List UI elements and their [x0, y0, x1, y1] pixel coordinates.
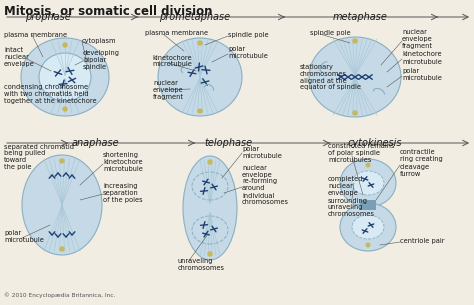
Text: plasma membrane: plasma membrane: [145, 30, 208, 36]
Text: prometaphase: prometaphase: [159, 12, 230, 22]
Text: nuclear
envelope
fragment: nuclear envelope fragment: [153, 80, 184, 100]
Text: polar
microtubule: polar microtubule: [402, 69, 442, 81]
Circle shape: [60, 159, 64, 163]
Text: unraveling
chromosomes: unraveling chromosomes: [178, 259, 225, 271]
Text: shortening
kinetochore
microtubule: shortening kinetochore microtubule: [103, 152, 143, 172]
Circle shape: [353, 111, 357, 115]
Circle shape: [366, 163, 370, 167]
Ellipse shape: [22, 155, 102, 255]
Text: intact
nuclear
envelope: intact nuclear envelope: [4, 47, 35, 67]
Circle shape: [353, 39, 357, 43]
Ellipse shape: [340, 159, 396, 207]
Text: separated chromatid
being pulled
toward
the pole: separated chromatid being pulled toward …: [4, 143, 74, 170]
Text: nuclear
envelope
fragment: nuclear envelope fragment: [402, 29, 433, 49]
Ellipse shape: [183, 156, 237, 260]
Text: stationary
chromosomes
aligned at the
equator of spindle: stationary chromosomes aligned at the eq…: [300, 63, 361, 91]
Ellipse shape: [352, 215, 384, 239]
Text: condensing chromosome
with two chromatids held
together at the kinetochore: condensing chromosome with two chromatid…: [4, 84, 97, 104]
Text: developing
bipolar
spindle: developing bipolar spindle: [83, 50, 120, 70]
Text: kinetochore
microtubule: kinetochore microtubule: [152, 55, 192, 67]
Text: increasing
separation
of the poles: increasing separation of the poles: [103, 183, 143, 203]
Ellipse shape: [340, 203, 396, 251]
Text: Mitosis, or somatic cell division: Mitosis, or somatic cell division: [4, 5, 212, 18]
Text: anaphase: anaphase: [71, 138, 119, 148]
Circle shape: [208, 160, 212, 164]
Circle shape: [63, 107, 67, 111]
Text: completed
nuclear
envelope
surrounding
unraveling
chromosomes: completed nuclear envelope surrounding u…: [328, 177, 375, 217]
Text: constricted remains
of polar spindle
microtubules: constricted remains of polar spindle mic…: [328, 143, 394, 163]
Circle shape: [208, 252, 212, 256]
Text: spindle pole: spindle pole: [310, 30, 351, 36]
Circle shape: [60, 247, 64, 251]
Circle shape: [198, 109, 202, 113]
Ellipse shape: [21, 38, 109, 116]
Text: metaphase: metaphase: [333, 12, 387, 22]
Text: telophase: telophase: [204, 138, 252, 148]
Text: cytokinesis: cytokinesis: [348, 138, 402, 148]
Text: centriole pair: centriole pair: [400, 238, 445, 244]
Circle shape: [63, 43, 67, 47]
Text: plasma membrane: plasma membrane: [4, 32, 67, 38]
Bar: [360, 200, 376, 210]
Text: polar
microtubule: polar microtubule: [4, 231, 44, 243]
Text: spindle pole: spindle pole: [228, 32, 269, 38]
Text: kinetochore
microtubule: kinetochore microtubule: [402, 52, 442, 64]
Ellipse shape: [309, 37, 401, 117]
Ellipse shape: [158, 38, 242, 116]
Text: © 2010 Encyclopædia Britannica, Inc.: © 2010 Encyclopædia Britannica, Inc.: [4, 292, 115, 298]
Text: contractile
ring creating
cleavage
furrow: contractile ring creating cleavage furro…: [400, 149, 443, 177]
Circle shape: [198, 41, 202, 45]
Text: prophase: prophase: [25, 12, 71, 22]
Text: polar
microtubule: polar microtubule: [228, 46, 268, 59]
Text: polar
microtubule: polar microtubule: [242, 145, 282, 159]
Ellipse shape: [39, 53, 91, 101]
Circle shape: [366, 243, 370, 247]
Ellipse shape: [352, 171, 384, 195]
Text: nuclear
envelope
re-forming
around
individual
chromosomes: nuclear envelope re-forming around indiv…: [242, 164, 289, 206]
Text: cytoplasm: cytoplasm: [82, 38, 117, 44]
